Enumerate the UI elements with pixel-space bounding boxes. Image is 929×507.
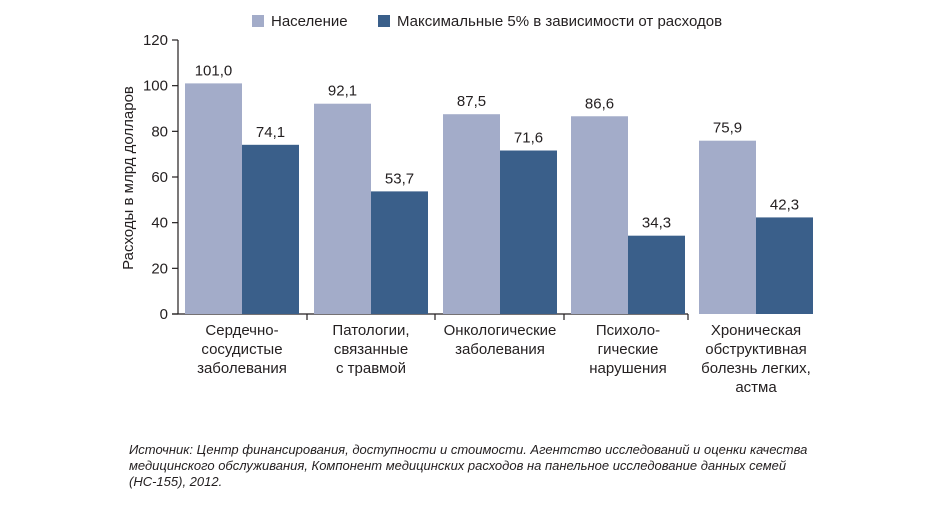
data-label: 87,5 bbox=[457, 93, 486, 110]
bar bbox=[443, 114, 500, 314]
data-label: 75,9 bbox=[713, 120, 742, 137]
category-label: Онкологические заболевания bbox=[444, 322, 557, 358]
bar bbox=[242, 144, 299, 314]
category-label-line: Психоло- bbox=[596, 322, 660, 339]
legend-label: Максимальные 5% в зависимости от расходо… bbox=[397, 13, 722, 30]
category-label-line: болезнь легких, bbox=[701, 360, 811, 377]
bar bbox=[500, 150, 557, 314]
y-tick-label: 0 bbox=[160, 306, 168, 323]
bar bbox=[314, 103, 371, 314]
category-label: Патологии, связанные с травмой bbox=[332, 322, 409, 377]
category-label-line: гические bbox=[598, 341, 659, 358]
category-label-line: нарушения bbox=[589, 360, 666, 377]
category-label: Психоло-гические нарушения bbox=[589, 322, 666, 377]
y-tick-label: 100 bbox=[143, 78, 168, 95]
data-label: 101,0 bbox=[195, 62, 233, 79]
y-axis-label: Расходы в млрд долларов bbox=[120, 86, 137, 270]
category-label-line: связанные bbox=[334, 341, 408, 358]
data-label: 86,6 bbox=[585, 95, 614, 112]
category-label-line: заболевания bbox=[455, 341, 545, 358]
category-label-line: сосудистые bbox=[201, 341, 282, 358]
y-tick-label: 80 bbox=[151, 123, 168, 140]
y-tick-label: 40 bbox=[151, 215, 168, 232]
legend: Население Максимальные 5% в зависимости о… bbox=[252, 13, 722, 30]
category-label-line: Сердечно- bbox=[205, 322, 278, 339]
data-label: 71,6 bbox=[514, 130, 543, 147]
legend-swatch bbox=[378, 15, 390, 27]
category-labels: Сердечно-сосудистые заболевания Патологии,… bbox=[197, 322, 811, 396]
bar bbox=[571, 116, 628, 314]
source-note: Источник: Центр финансирования, доступно… bbox=[129, 442, 808, 489]
category-label-line: заболевания bbox=[197, 360, 287, 377]
y-tick-label: 120 bbox=[143, 32, 168, 49]
y-tick-label: 60 bbox=[151, 169, 168, 186]
category-label-line: Патологии, bbox=[332, 322, 409, 339]
data-label: 53,7 bbox=[385, 170, 414, 187]
legend-swatch bbox=[252, 15, 264, 27]
data-labels: 101,0 92,1 87,5 86,6 75,9 74,1 53,7 71,6 34,3 42,… bbox=[195, 62, 799, 231]
data-label: 42,3 bbox=[770, 196, 799, 213]
category-label-line: Онкологические bbox=[444, 322, 557, 339]
bar bbox=[185, 83, 242, 314]
bar bbox=[628, 235, 685, 314]
category-label: Хроническая обструктивная болезнь легких, а… bbox=[701, 322, 811, 396]
legend-label: Население bbox=[271, 13, 348, 30]
bars bbox=[185, 83, 813, 314]
category-label-line: с травмой bbox=[336, 360, 406, 377]
category-label-line: обструктивная bbox=[705, 341, 807, 358]
bar bbox=[756, 217, 813, 314]
category-label-line: астма bbox=[735, 379, 777, 396]
category-label: Сердечно-сосудистые заболевания bbox=[197, 322, 287, 377]
data-label: 34,3 bbox=[642, 215, 671, 232]
data-label: 74,1 bbox=[256, 124, 285, 141]
bar bbox=[699, 140, 756, 314]
bar bbox=[371, 191, 428, 314]
category-label-line: Хроническая bbox=[711, 322, 801, 339]
y-tick-label: 20 bbox=[151, 260, 168, 277]
data-label: 92,1 bbox=[328, 83, 357, 100]
